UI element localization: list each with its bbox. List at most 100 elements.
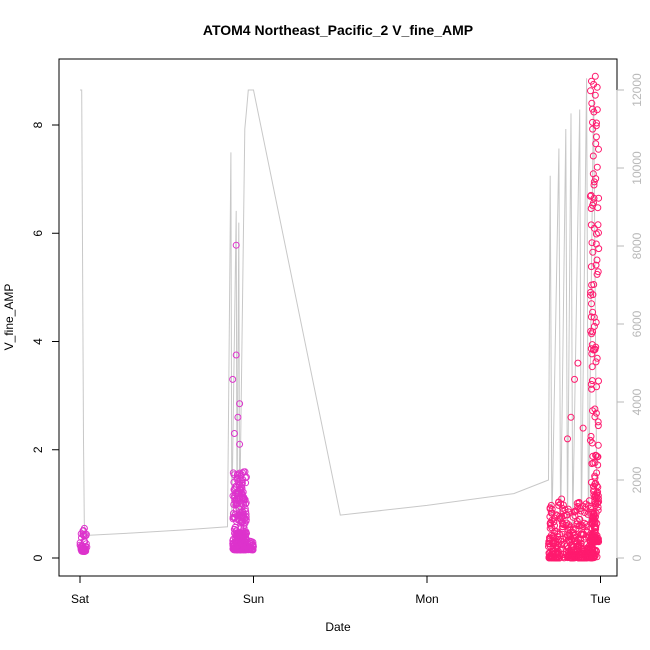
data-point [233,518,241,525]
data-point [587,291,594,299]
data-point [249,541,257,549]
data-point [574,359,582,367]
data-point [76,539,84,547]
data-point [588,341,596,349]
data-point [594,461,602,469]
data-point [593,354,601,362]
data-point [590,181,598,189]
data-point [587,205,595,212]
left-axis-series-points [76,72,603,562]
data-point [590,199,597,207]
y-left-tick-label: 8 [31,121,45,128]
data-point [586,546,594,554]
data-point [232,351,240,359]
data-point [559,501,567,509]
y-left-tick-label: 4 [31,338,45,345]
data-point [242,528,250,536]
data-point [548,505,556,513]
data-point [587,530,595,538]
data-point [587,87,594,95]
data-point [587,263,595,271]
data-point [236,400,244,408]
data-point [593,256,601,264]
data-point [588,99,596,107]
y-left-tick-label: 2 [31,446,45,453]
data-point [238,479,246,487]
data-point [561,506,569,514]
data-point [563,542,570,550]
data-point [569,543,577,551]
data-point [592,452,600,460]
data-point [589,118,596,126]
data-point [590,281,598,288]
data-point [595,229,602,237]
data-point [590,194,598,202]
data-point [552,543,560,551]
data-point [587,432,595,440]
data-point [232,542,240,550]
data-point [236,440,244,448]
data-point [547,519,554,527]
data-point [244,546,252,554]
data-point [238,500,246,508]
data-point [568,551,576,559]
data-point [556,552,564,560]
y-axis-title: V_fine_AMP [2,284,16,351]
data-point [588,439,596,447]
data-point [590,80,598,88]
data-point [249,545,257,553]
data-point [592,261,600,269]
data-point [587,327,595,335]
x-tick-label: Mon [415,592,438,606]
data-point [593,469,601,477]
data-point [593,538,600,546]
data-point [562,511,570,519]
data-point [588,385,596,393]
data-point [242,517,250,525]
data-point [239,507,246,515]
data-point [587,503,595,511]
data-point [233,545,241,553]
data-point [232,538,239,546]
data-point [569,513,577,521]
data-point [587,288,595,296]
data-point [587,345,595,353]
data-point [577,530,585,538]
data-point [238,491,246,498]
x-tick-label: Sun [243,592,264,606]
data-point [588,350,596,358]
data-point [587,380,595,388]
data-point [562,521,570,529]
data-point [569,526,577,534]
y-axis-left: 0 2 4 6 8 [31,121,60,561]
data-point [595,245,603,253]
data-point [231,514,239,521]
data-point [578,554,586,562]
data-point [594,204,602,212]
data-point [588,300,595,308]
data-point [234,413,242,421]
data-point [550,534,558,542]
data-point [587,478,595,486]
data-point [236,469,244,477]
data-point [589,537,597,545]
data-point [592,358,600,366]
data-point [229,375,237,383]
data-point [589,308,597,316]
data-point [592,509,600,517]
data-point [589,125,597,133]
data-point [567,413,575,421]
data-point [592,140,600,148]
data-point [581,554,588,562]
data-point [593,499,601,507]
data-point [589,517,597,525]
data-point [591,493,599,501]
data-point [588,239,596,247]
data-point [589,554,597,562]
data-point [79,527,87,534]
data-point [233,471,241,479]
y-right-tick-label: 0 [630,554,644,561]
data-point [242,500,249,508]
y-axis-right: 0 2000 4000 6000 8000 10000 12000 [616,73,644,561]
data-point [576,516,584,523]
